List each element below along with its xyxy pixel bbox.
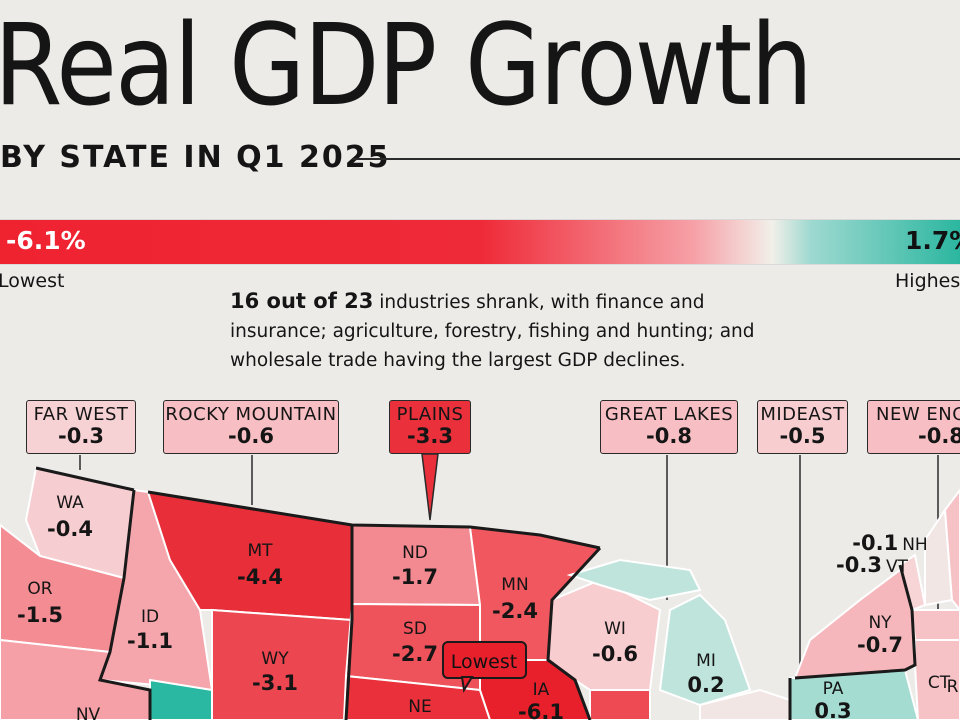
- state-value-wy: -3.1: [252, 671, 298, 695]
- state-abbr-mt: MT: [247, 541, 273, 561]
- industry-note-text: industries shrank, with finance and insu…: [230, 292, 755, 371]
- state-abbr-mi: MI: [696, 651, 716, 671]
- page-subtitle: BY STATE IN Q1 2025: [0, 140, 391, 175]
- legend-max-value: 1.7%: [905, 226, 960, 255]
- plains-pointer: [421, 453, 439, 521]
- region-name: MIDEAST: [760, 404, 845, 425]
- state-value-wi: -0.6: [592, 642, 638, 666]
- state-abbr-wa: WA: [56, 493, 84, 513]
- state-shape-wy: [211, 608, 354, 720]
- state-shape-ma: [910, 609, 960, 641]
- state-abbr-id: ID: [141, 607, 159, 627]
- region-value: -3.3: [407, 424, 453, 448]
- state-label-vt: -0.3 VT: [836, 553, 909, 577]
- region-plains: PLAINS -3.3: [389, 400, 471, 454]
- state-abbr-mn: MN: [501, 575, 528, 595]
- state-value-mt: -4.4: [237, 565, 283, 589]
- state-value: -0.1: [852, 531, 898, 555]
- state-value-ia: -6.1: [518, 700, 564, 720]
- region-rocky-mountain: ROCKY MOUNTAIN -0.6: [163, 400, 339, 454]
- state-abbr-wy: WY: [261, 649, 289, 669]
- state-value-id: -1.1: [127, 629, 173, 653]
- state-value-mi: 0.2: [687, 673, 724, 697]
- legend-min-value: -6.1%: [6, 226, 86, 255]
- state-value-sd: -2.7: [392, 642, 438, 666]
- state-value-ny: -0.7: [857, 633, 903, 657]
- region-name: NEW ENGLAND: [876, 404, 960, 425]
- state-value-mn: -2.4: [492, 599, 538, 623]
- state-abbr: NH: [902, 535, 928, 555]
- state-abbr-ny: NY: [868, 613, 892, 633]
- state-abbr-ne: NE: [408, 697, 431, 717]
- state-shape-ne: [342, 674, 492, 720]
- region-mideast: MIDEAST -0.5: [757, 400, 848, 454]
- state-abbr-pa: PA: [823, 679, 844, 699]
- region-value: -0.5: [779, 424, 826, 448]
- region-great-lakes: GREAT LAKES -0.8: [600, 400, 738, 454]
- state-value: -0.3: [836, 553, 882, 577]
- color-scale-bar: [0, 219, 960, 265]
- state-label-nh: -0.1 NH: [852, 531, 927, 555]
- lowest-callout: Lowest: [442, 641, 527, 693]
- region-far-west: FAR WEST -0.3: [26, 400, 136, 454]
- region-value: -0.3: [58, 424, 104, 448]
- state-abbr-sd: SD: [403, 619, 427, 639]
- industry-note-lead: 16 out of 23: [230, 289, 374, 313]
- state-shape-mi-up: [566, 558, 702, 602]
- state-value-pa: 0.3: [814, 699, 851, 720]
- region-name: GREAT LAKES: [604, 404, 734, 425]
- state-shape-ny: [793, 568, 917, 680]
- state-value-wa: -0.4: [47, 517, 93, 541]
- state-abbr-ia: IA: [533, 680, 550, 700]
- state-abbr-wi: WI: [604, 619, 626, 639]
- lowest-callout-label: Lowest: [451, 651, 517, 673]
- region-name: PLAINS: [396, 404, 464, 425]
- subtitle-divider: [352, 158, 960, 160]
- state-abbr-ct: CT: [928, 673, 951, 693]
- page-title: Real GDP Growth: [0, 1, 813, 131]
- region-new-england: NEW ENGLAND -0.8: [867, 400, 960, 454]
- state-abbr-nd: ND: [402, 543, 428, 563]
- state-shape-il: [589, 689, 651, 720]
- industry-note: 16 out of 23 industries shrank, with fin…: [230, 287, 770, 375]
- legend-min-label: Lowest: [0, 270, 65, 292]
- state-abbr: VT: [886, 557, 909, 577]
- state-shape-me: [943, 488, 960, 612]
- region-value: -0.6: [228, 424, 274, 448]
- state-shape-mi: [658, 593, 752, 707]
- state-value-or: -1.5: [17, 603, 63, 627]
- legend-max-label: Highest: [895, 270, 960, 292]
- state-abbr-or: OR: [27, 579, 52, 599]
- region-value: -0.8: [918, 424, 960, 448]
- state-value-nd: -1.7: [392, 565, 438, 589]
- region-name: FAR WEST: [33, 404, 129, 425]
- state-abbr-ri: RI: [947, 677, 960, 697]
- state-abbr-nv: NV: [76, 705, 101, 720]
- region-name: ROCKY MOUNTAIN: [165, 404, 337, 425]
- region-value: -0.8: [646, 424, 692, 448]
